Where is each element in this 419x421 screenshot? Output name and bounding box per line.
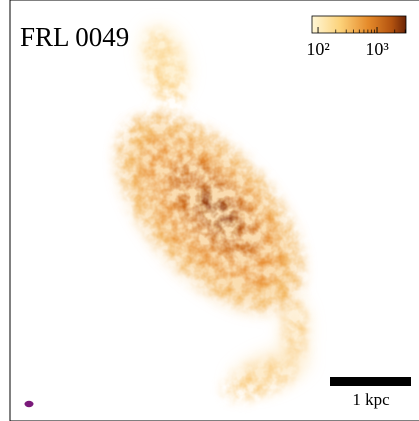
galaxy-image — [117, 26, 308, 400]
scale-bar — [330, 377, 411, 386]
colorbar-tick-label: 10³ — [365, 39, 389, 59]
colorbar-tick-label: 10² — [306, 39, 329, 59]
beam — [24, 400, 34, 408]
scale-bar-label: 1 kpc — [352, 390, 390, 409]
panel-label: FRL 0049 — [20, 22, 129, 52]
